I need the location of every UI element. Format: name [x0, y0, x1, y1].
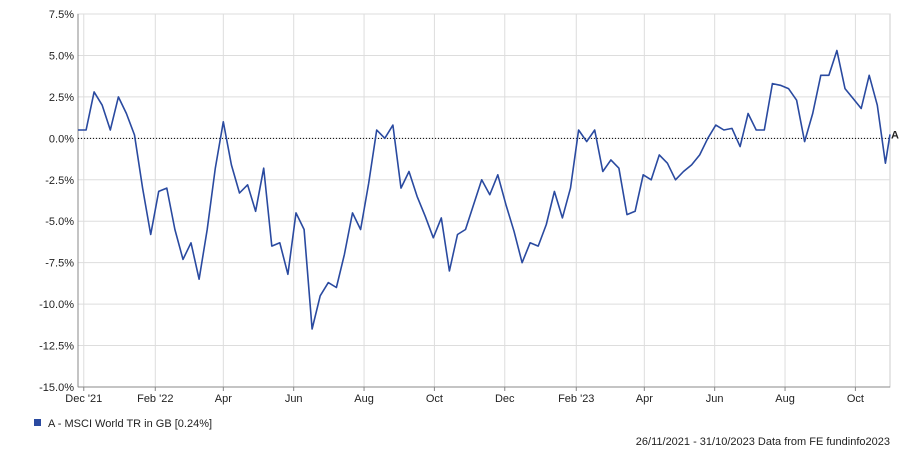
x-tick-label: Jun — [706, 393, 724, 405]
end-label: A — [891, 129, 899, 141]
x-tick-label: Dec — [495, 393, 515, 405]
y-tick-label: 5.0% — [49, 50, 74, 62]
y-tick-label: -5.0% — [45, 216, 74, 228]
x-tick-label: Apr — [636, 393, 653, 405]
x-tick-label: Jun — [285, 393, 303, 405]
x-tick-label: Feb '23 — [558, 393, 594, 405]
y-tick-label: 0.0% — [49, 133, 74, 145]
y-tick-label: 2.5% — [49, 92, 74, 104]
x-tick-label: Aug — [354, 393, 374, 405]
y-tick-label: -15.0% — [39, 382, 74, 394]
x-tick-label: Oct — [847, 393, 864, 405]
x-tick-label: Aug — [775, 393, 795, 405]
y-tick-label: -7.5% — [45, 258, 74, 270]
y-tick-label: -2.5% — [45, 175, 74, 187]
y-tick-label: -10.0% — [39, 299, 74, 311]
x-tick-label: Dec '21 — [65, 393, 102, 405]
legend-label: A - MSCI World TR in GB [0.24%] — [48, 418, 212, 430]
footer: 26/11/2021 - 31/10/2023 Data from FE fun… — [636, 436, 890, 448]
y-tick-label: 7.5% — [49, 9, 74, 21]
x-tick-label: Feb '22 — [137, 393, 173, 405]
y-tick-label: -12.5% — [39, 341, 74, 353]
x-tick-label: Oct — [426, 393, 443, 405]
x-tick-label: Apr — [215, 393, 232, 405]
plot-area — [77, 13, 891, 388]
legend-swatch — [34, 419, 41, 426]
series-line — [78, 49, 891, 330]
